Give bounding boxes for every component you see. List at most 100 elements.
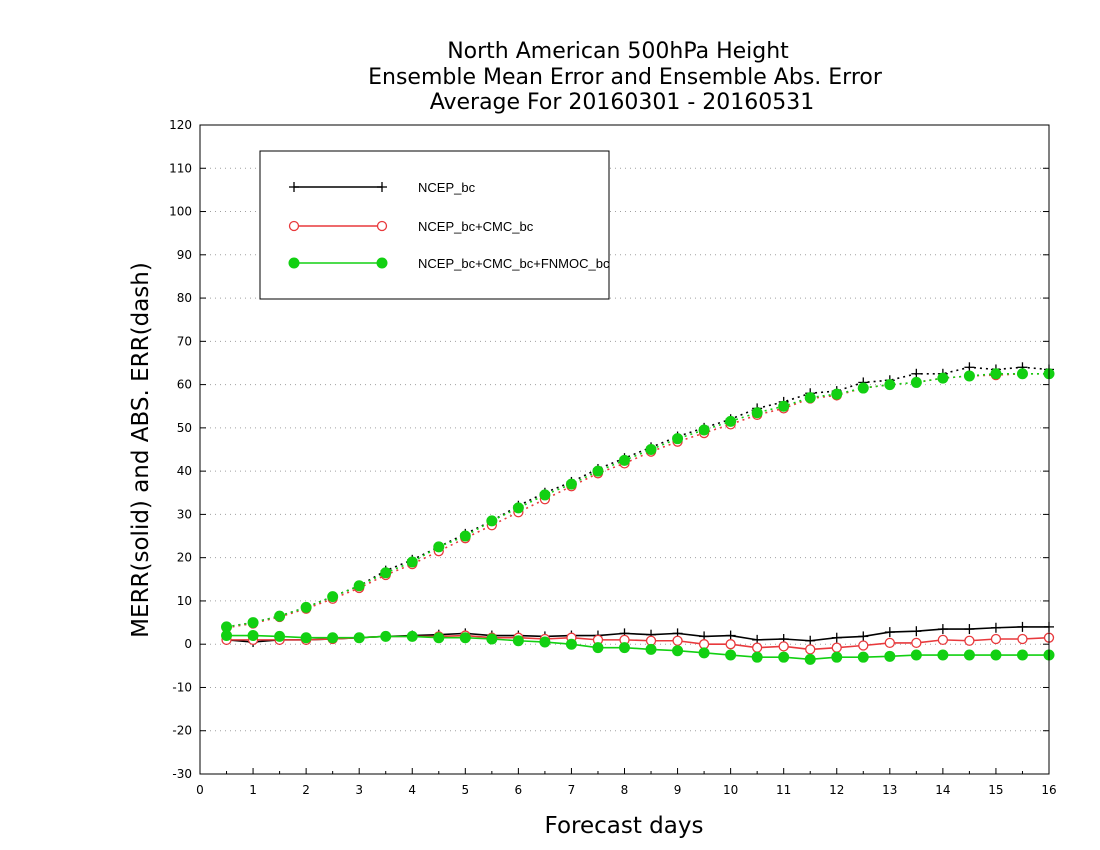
series-1 [221, 368, 1055, 655]
legend-marker [289, 182, 299, 192]
series-2-merr-point [857, 651, 869, 663]
series-2-abserr-point [804, 392, 816, 404]
series-2-abserr-point [353, 580, 365, 592]
series-2-merr-point [539, 636, 551, 648]
series-0-merr-point [858, 631, 869, 642]
series-2-merr-point [910, 649, 922, 661]
series-0-merr-point [805, 635, 816, 646]
legend-entries: NCEP_bc NCEP_bc+CMC_bc NCEP_bc+CMC_bc+FNMO… [288, 180, 610, 271]
series-2-abserr-line [226, 372, 1049, 628]
series-2-merr-point [619, 642, 630, 654]
x-tick-label: 5 [461, 783, 469, 797]
series-2-abserr-point [751, 407, 763, 419]
series-1-merr-point [672, 635, 683, 646]
series-2-merr-point [459, 632, 471, 644]
series-1-merr-point [752, 642, 763, 653]
series-2-merr-point [380, 630, 392, 642]
series-2 [221, 368, 1055, 665]
x-tick-label: 13 [882, 783, 897, 797]
chart-title-line-3: Average For 20160301 - 20160531 [430, 90, 815, 115]
legend-label: NCEP_bc [418, 180, 476, 195]
series-0-merr-point [990, 622, 1001, 633]
series-2-abserr-point [406, 556, 418, 568]
y-axis-ticks: -30 -20 -10 0 10 20 30 40 50 60 70 80 90 100 110 120 [169, 118, 1049, 781]
series-0-merr-point [1017, 621, 1028, 632]
series-0-merr-point [831, 632, 842, 643]
series-2-abserr-point [619, 454, 630, 466]
series-1-merr-point [778, 641, 789, 652]
series-2-abserr-point [990, 368, 1002, 380]
series-2-merr-point [512, 635, 524, 647]
series-2-abserr-point [274, 610, 286, 622]
x-tick-label: 2 [302, 783, 310, 797]
x-tick-label: 14 [935, 783, 950, 797]
series-0 [221, 362, 1054, 648]
legend-marker [376, 257, 388, 269]
series-2-merr-point [698, 647, 710, 659]
series-2-abserr-point [592, 465, 604, 477]
series-2-merr-line [226, 634, 1049, 661]
x-tick-label: 9 [674, 783, 682, 797]
legend-entry-2: NCEP_bc+CMC_bc+FNMOC_bc [288, 256, 610, 271]
series-2-abserr-point [380, 567, 392, 579]
x-tick-label: 3 [355, 783, 363, 797]
series-2-abserr-point [937, 372, 949, 384]
y-tick-label: 50 [177, 421, 192, 435]
legend-label: NCEP_bc+CMC_bc [418, 219, 534, 234]
legend-box [259, 150, 610, 300]
y-tick-label: -10 [172, 680, 192, 694]
y-axis-label: MERR(solid) and ABS. ERR(dash) [128, 262, 154, 638]
series-2-merr-point [353, 632, 365, 644]
series-2-abserr-point [698, 424, 710, 436]
series-2-merr-point [831, 651, 843, 663]
series-2-merr-point [274, 630, 286, 642]
series-2-abserr-point [486, 515, 498, 527]
series-2-abserr-point [1016, 368, 1028, 380]
series-2-merr-point [565, 638, 577, 650]
series-2-abserr-point [831, 388, 843, 400]
series-0-abserr-line [226, 366, 1050, 628]
legend-entry-1: NCEP_bc+CMC_bc [288, 219, 534, 234]
y-tick-label: -20 [172, 724, 192, 738]
series-2-merr-point [937, 649, 949, 661]
series-2-abserr-point [725, 415, 737, 427]
series-2-merr-point [778, 651, 790, 663]
series-2-abserr-point [512, 502, 524, 514]
series-2-abserr-point [459, 530, 471, 542]
series-2-merr-point [963, 649, 975, 661]
x-tick-label: 1 [249, 783, 257, 797]
series-0-merr-point [884, 627, 895, 638]
x-tick-label: 6 [515, 783, 523, 797]
series-0-merr-point [937, 624, 948, 635]
series-2-abserr-point [433, 541, 445, 553]
series-1-merr-point [805, 644, 816, 655]
x-tick-label: 4 [408, 783, 416, 797]
series-2-merr-point [433, 632, 445, 644]
y-tick-label: 20 [177, 551, 192, 565]
y-tick-label: -30 [172, 767, 192, 781]
y-tick-label: 120 [169, 118, 192, 132]
legend-marker [376, 220, 388, 232]
series-2-merr-point [804, 653, 816, 665]
y-tick-label: 10 [177, 594, 192, 608]
x-tick-label: 7 [568, 783, 576, 797]
series-0-merr-point [725, 630, 736, 641]
series-1-abserr-line [226, 372, 1049, 629]
series-2-abserr-point [300, 601, 312, 613]
series-2-abserr-point [539, 489, 551, 501]
x-tick-label: 16 [1041, 783, 1056, 797]
legend-label: NCEP_bc+CMC_bc+FNMOC_bc [418, 256, 610, 271]
series-2-merr-point [247, 630, 259, 642]
series-2-abserr-point [884, 379, 896, 391]
y-tick-label: 40 [177, 464, 192, 478]
y-tick-label: 110 [169, 161, 192, 175]
chart-title: North American 500hPa Height Ensemble Me… [368, 39, 883, 115]
series-2-merr-point [645, 643, 657, 655]
y-tick-label: 100 [169, 205, 192, 219]
series-1-merr-point [645, 635, 657, 646]
x-tick-label: 12 [829, 783, 844, 797]
series-2-merr-point [1016, 649, 1028, 661]
y-tick-label: 80 [177, 291, 192, 305]
series-2-abserr-point [778, 400, 790, 412]
